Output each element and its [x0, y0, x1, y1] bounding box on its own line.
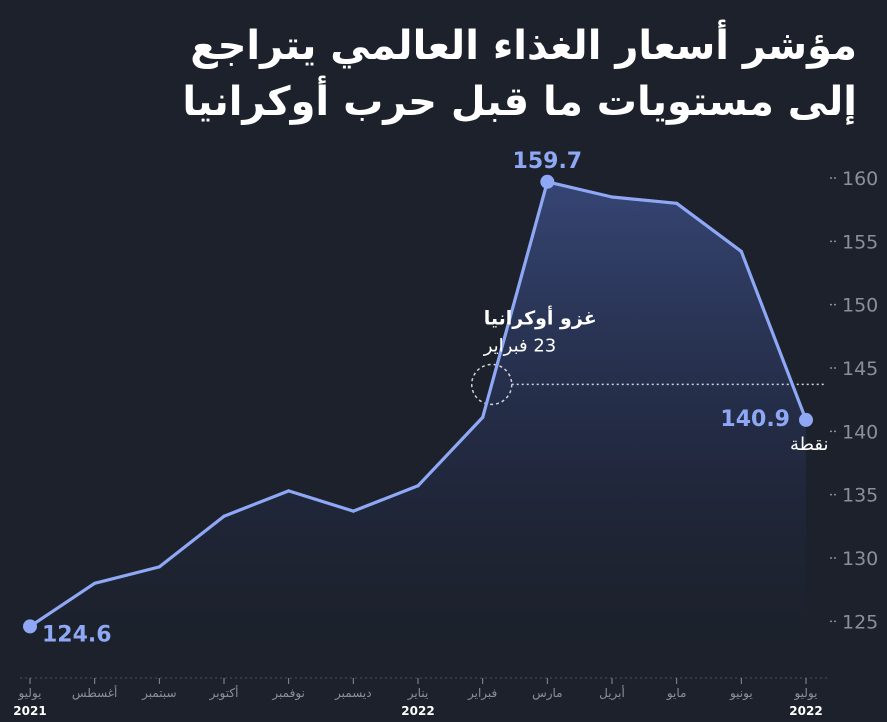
chart-title-line-1: مؤشر أسعار الغذاء العالمي يتراجع — [190, 23, 857, 69]
start-value-label: 124.6 — [42, 622, 112, 647]
data-point — [23, 619, 37, 634]
x-tick-label: أكتوبر — [209, 685, 239, 701]
y-tick-label: 130 — [842, 548, 878, 570]
x-tick-label: مايو — [666, 686, 687, 701]
series-line-segment — [351, 484, 420, 513]
series-line-segment — [675, 201, 743, 254]
series-line-segment — [157, 514, 226, 569]
series-line-segment — [416, 415, 485, 488]
series-line-segment — [93, 565, 161, 585]
y-tick-label: 145 — [842, 358, 878, 380]
x-year-label: 2022 — [789, 704, 822, 718]
x-tick-label: مارس — [532, 686, 563, 701]
x-tick-label: أغسطس — [72, 685, 117, 701]
series-line-segment — [222, 489, 291, 518]
end-value-unit-label: نقطة — [790, 434, 829, 455]
y-axis: 125 130 135 140 145 150 155 160 — [830, 168, 878, 633]
data-points — [23, 174, 813, 634]
x-tick-label: يناير — [407, 686, 429, 701]
invasion-marker-circle — [470, 363, 513, 406]
x-tick-label: يوليو — [793, 686, 817, 701]
series-line-layer — [28, 180, 808, 629]
x-tick-label: نوفمبر — [271, 686, 304, 701]
series-line-segment — [739, 249, 808, 422]
y-tick-label: 160 — [842, 168, 878, 190]
chart-title-line-2: إلى مستويات ما قبل حرب أوكرانيا — [182, 79, 857, 125]
end-value-label: 140.9 — [720, 407, 790, 432]
x-tick-label: أبريل — [599, 685, 625, 701]
invasion-annotation-date: 23 فبراير — [483, 335, 557, 356]
invasion-annotation-title: غزو أوكرانيا — [484, 305, 597, 329]
x-tick-label: سبتمبر — [141, 686, 176, 701]
y-tick-label: 150 — [842, 295, 878, 317]
peak-value-label: 159.7 — [513, 149, 583, 174]
series-line-segment — [287, 489, 355, 513]
series-area — [30, 181, 806, 673]
data-point — [799, 412, 813, 427]
data-point — [540, 174, 555, 189]
x-tick-label: يونيو — [729, 686, 753, 701]
y-tick-label: 125 — [842, 611, 878, 633]
chart-title: مؤشر أسعار الغذاء العالمي يتراجع إلى مست… — [37, 18, 857, 130]
series-line-segment — [610, 195, 679, 205]
y-tick-label: 155 — [842, 231, 878, 253]
x-axis: يوليو 2021 أغسطس سبتمبر أكتوبر نوفمبر ديسمبر ين… — [13, 677, 830, 718]
x-tick-label: فبراير — [467, 686, 497, 701]
x-tick-label: يوليو — [17, 686, 41, 701]
x-tick-label: ديسمبر — [334, 686, 372, 701]
y-tick-label: 135 — [842, 485, 878, 507]
series-line-segment — [545, 180, 614, 199]
x-year-label: 2022 — [401, 704, 434, 718]
series-line-segment — [481, 180, 549, 419]
x-year-label: 2021 — [13, 704, 46, 718]
area-layer — [30, 181, 806, 673]
y-tick-label: 140 — [842, 421, 878, 443]
series-line-segment — [28, 581, 97, 629]
invasion-guide — [470, 363, 826, 406]
